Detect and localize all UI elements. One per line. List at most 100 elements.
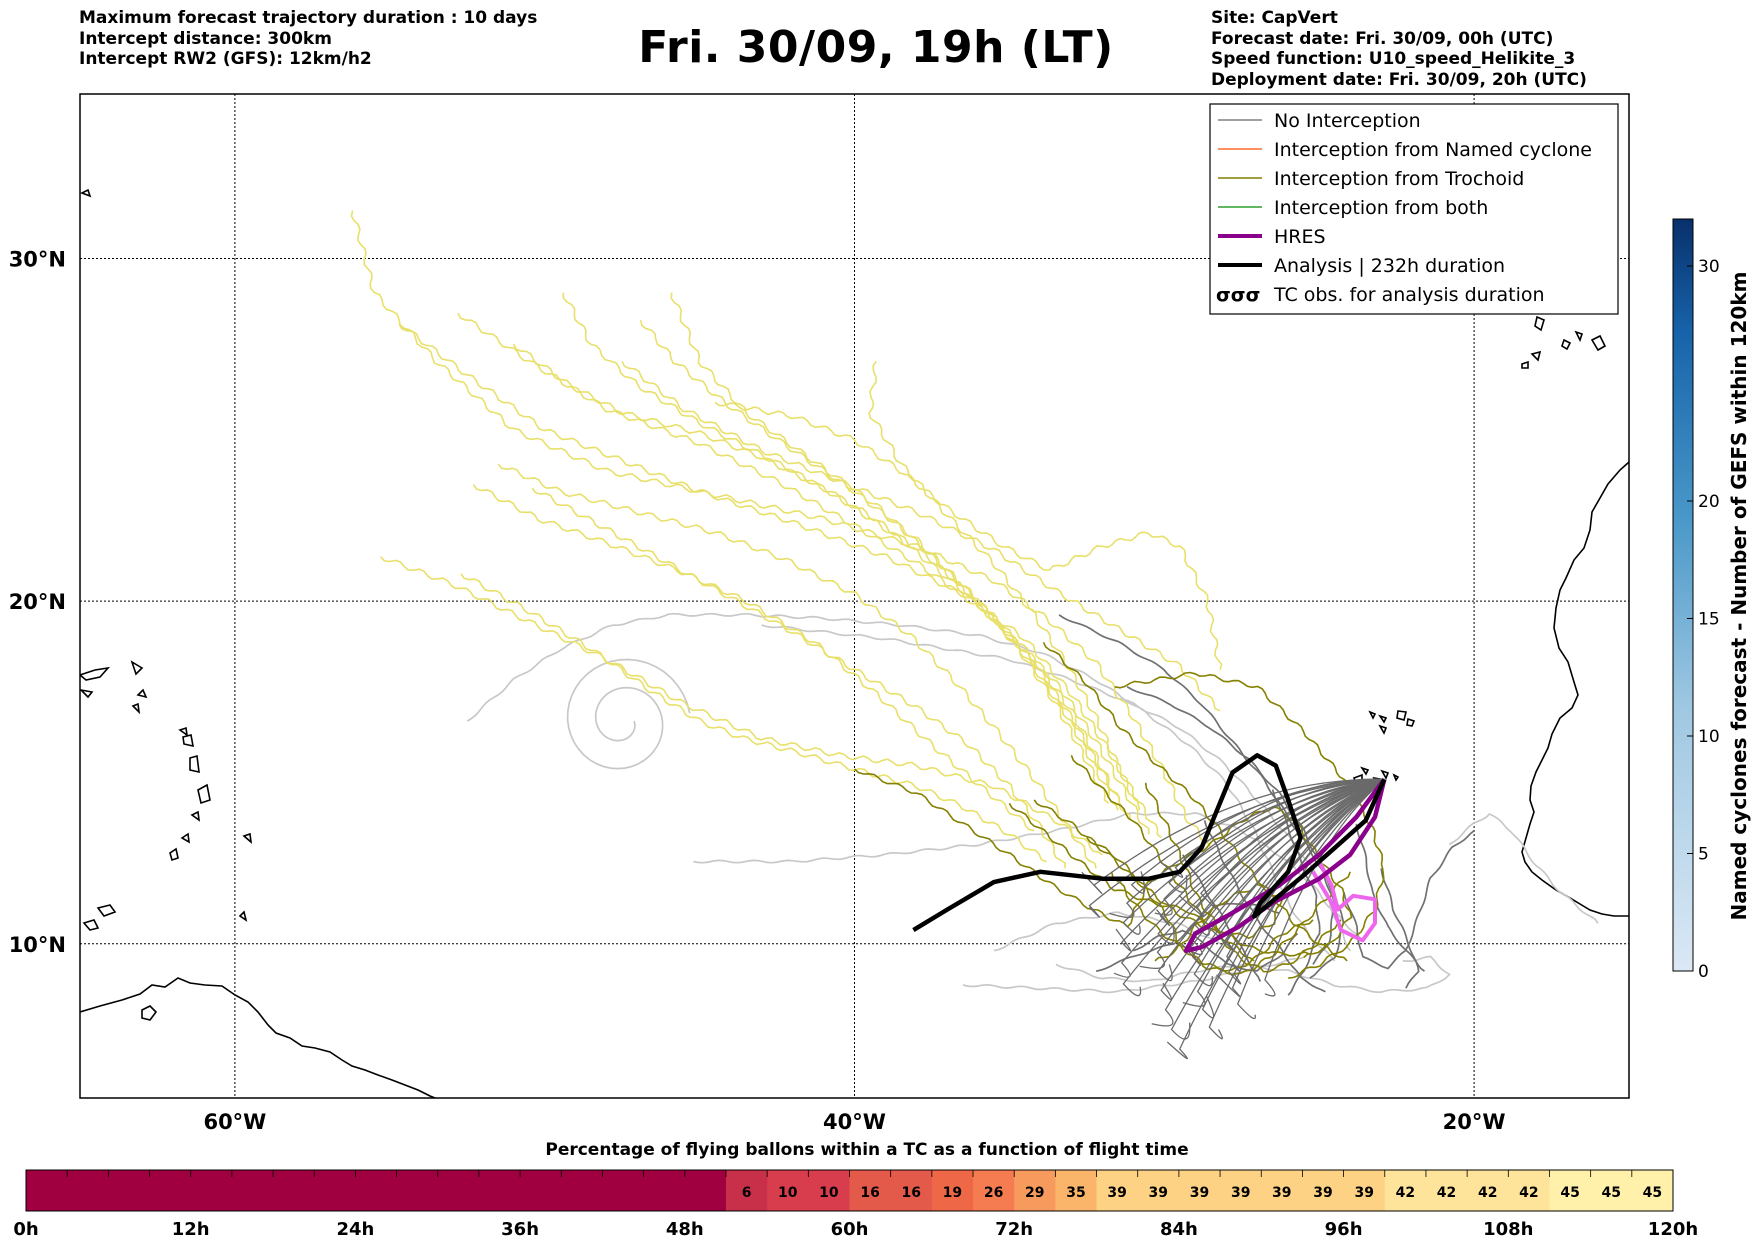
legend-tc-symbol: σσσ [1216, 284, 1260, 306]
heatmap-cell [1631, 1170, 1674, 1211]
y-tick-label: 10°N [9, 933, 66, 957]
trajectory-yellow [639, 320, 1110, 804]
heatmap-value: 39 [1313, 1185, 1332, 1201]
heatmap-value: 39 [1354, 1185, 1373, 1201]
heatmap-cell [1220, 1170, 1262, 1211]
heatmap-cell [1302, 1170, 1344, 1211]
legend-label: HRES [1274, 226, 1326, 248]
heatmap-cell [602, 1170, 645, 1211]
heatmap-frame [25, 1169, 1674, 1212]
max-duration-text: Maximum forecast trajectory duration : 1… [79, 8, 538, 28]
trajectory-yellow [457, 312, 1122, 807]
main-tracks [912, 753, 1387, 953]
trajectory-yellow [379, 556, 1103, 856]
heatmap-value: 35 [1066, 1185, 1085, 1201]
greater-antilles-coast [80, 188, 144, 699]
heatmap-cell [478, 1170, 521, 1211]
heatmap-cell [314, 1170, 356, 1211]
colorbar-tick-label: 30 [1698, 257, 1720, 277]
map-tick-labels: 60°W 40°W 20°W 30°N 20°N 10°N [9, 247, 1506, 1134]
trajectory-spiral [566, 658, 691, 770]
x-tick-label: 60°W [203, 1110, 266, 1134]
colorbar-tick-label: 5 [1698, 845, 1709, 865]
heatmap-value: 45 [1601, 1185, 1620, 1201]
trajectory-yellow [868, 360, 1141, 811]
heatmap-value: 42 [1396, 1185, 1415, 1201]
y-tick-label: 20°N [9, 590, 66, 614]
legend-label: No Interception [1274, 110, 1421, 132]
deployment-date-text: Deployment date: Fri. 30/09, 20h (UTC) [1211, 69, 1587, 90]
heatmap-cell [1261, 1170, 1303, 1211]
legend-box [1209, 103, 1619, 315]
trajectory-olive [1110, 871, 1351, 976]
south-america-coast [80, 977, 438, 1098]
heatmap-cell [26, 1170, 68, 1211]
heatmap-cell [931, 1170, 974, 1211]
heatmap-cell [725, 1170, 768, 1211]
trajectory-fan [1157, 778, 1385, 982]
trajectory-yellow [714, 401, 1223, 670]
heatmap-x-tick-label: 84h [1160, 1219, 1198, 1240]
heatmap-value: 26 [984, 1185, 1003, 1201]
heatmap-value: 39 [1190, 1185, 1209, 1201]
heatmap-cell [1549, 1170, 1592, 1211]
trajectory-yellow [472, 484, 1035, 832]
gefs-colorbar: 0 5 10 15 20 30 Named cyclones forecast - Num… [1672, 218, 1751, 982]
heatmap-x-tick-label: 24h [336, 1219, 374, 1240]
heatmap-value: 39 [1272, 1185, 1291, 1201]
heatmap-cell [973, 1170, 1015, 1211]
flight-time-heatmap: Percentage of flying ballons within a TC… [13, 1140, 1698, 1240]
heatmap-x-tick-label: 12h [172, 1219, 210, 1240]
trajectory-fan [1081, 778, 1385, 895]
trajectory-fan [1201, 778, 1385, 1019]
heatmap-cell [1137, 1170, 1180, 1211]
map-legend: No Interception Interception from Named c… [1209, 103, 1619, 315]
trajectory-fan [1190, 778, 1385, 956]
map-gridlines [80, 94, 1629, 1098]
heatmap-cell [1467, 1170, 1509, 1211]
hres-track [1183, 777, 1387, 953]
trajectory-gray [1271, 789, 1321, 996]
heatmap-value: 10 [778, 1185, 798, 1201]
trajectory-fan [1178, 778, 1385, 918]
trajectory-fan [1113, 778, 1385, 978]
analysis-track [912, 753, 1387, 933]
trajectory-yellow [460, 573, 1047, 863]
trajectories-early-interception-yellow [350, 210, 1223, 869]
heatmap-cell [561, 1170, 603, 1211]
trajectory-fan [1154, 778, 1385, 916]
heatmap-cell [1055, 1170, 1097, 1211]
heatmap-value: 45 [1560, 1185, 1579, 1201]
legend-label: Interception from both [1274, 197, 1488, 219]
trajectory-fan [1166, 778, 1385, 1060]
header-right-info: Site: CapVert Forecast date: Fri. 30/09,… [1211, 8, 1587, 90]
heatmap-value: 16 [902, 1185, 921, 1201]
heatmap-value: 29 [1025, 1185, 1044, 1201]
trajectory-lightgray [1055, 955, 1451, 993]
header-left-info: Maximum forecast trajectory duration : 1… [79, 8, 537, 70]
heatmap-cell [1096, 1170, 1139, 1211]
trajectory-lightgray [693, 811, 1361, 938]
heatmap-x-tick-label: 36h [501, 1219, 539, 1240]
heatmap-x-tick-label: 48h [666, 1219, 704, 1240]
heatmap-cell [1343, 1170, 1386, 1211]
trajectory-yellow [562, 292, 1131, 821]
heatmap-value: 42 [1437, 1185, 1456, 1201]
colorbar-tick-label: 20 [1698, 492, 1720, 512]
trajectory-yellow [512, 343, 1150, 835]
heatmap-cell [355, 1170, 397, 1211]
x-tick-label: 20°W [1443, 1110, 1506, 1134]
heatmap-value: 42 [1478, 1185, 1497, 1201]
speed-function-text: Speed function: U10_speed_Helikite_3 [1211, 49, 1576, 69]
colorbar-tick-label: 10 [1698, 727, 1720, 747]
heatmap-value: 39 [1231, 1185, 1250, 1201]
heatmap-cell [190, 1170, 233, 1211]
africa-coast [1521, 461, 1629, 917]
heatmap-cell [643, 1170, 686, 1211]
heatmap-value: 42 [1519, 1185, 1538, 1201]
hres-secondary-loop [1311, 860, 1377, 943]
heatmap-x-tick-label: 96h [1325, 1219, 1363, 1240]
trajectory-yellow [621, 360, 1221, 712]
trajectory-lightgray [1448, 812, 1599, 924]
